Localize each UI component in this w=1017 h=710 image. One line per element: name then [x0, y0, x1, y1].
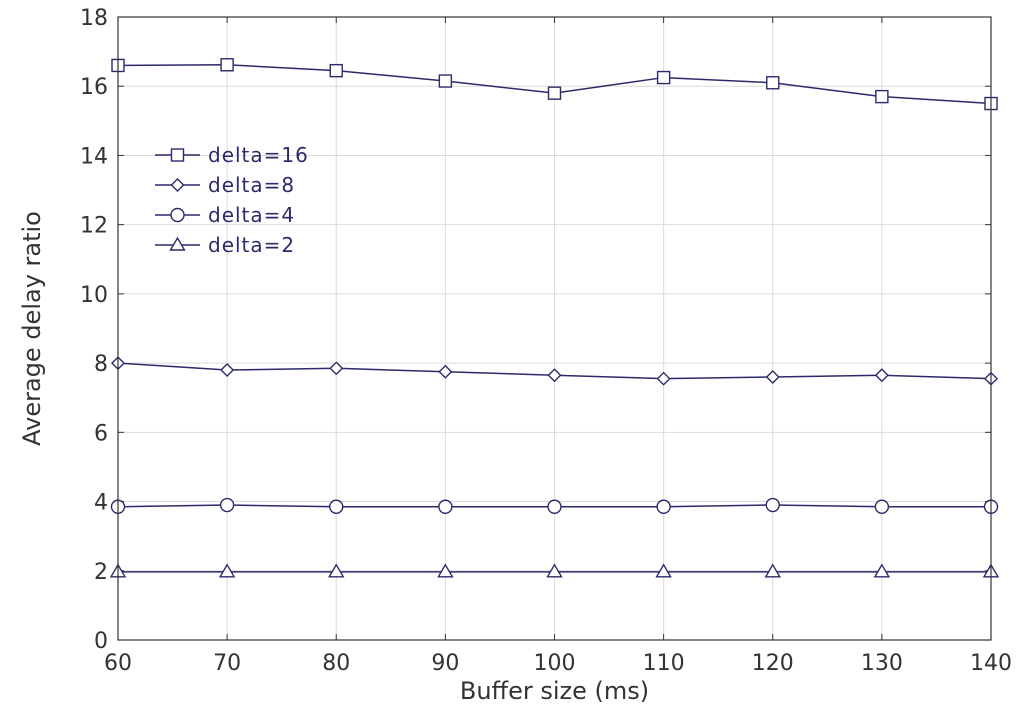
x-tick-label: 90 — [431, 651, 459, 676]
y-tick-label: 18 — [80, 6, 108, 31]
legend-entry: delta=2 — [155, 233, 295, 257]
legend-marker — [169, 236, 186, 251]
data-point-triangle — [218, 563, 236, 578]
y-tick-label: 6 — [94, 421, 108, 446]
legend-label: delta=8 — [208, 173, 295, 197]
data-point-diamond — [220, 363, 235, 378]
series-delta=2 — [109, 563, 1000, 578]
legend-label: delta=16 — [208, 143, 309, 167]
y-axis-title: Average delay ratio — [18, 211, 46, 446]
data-point-square — [438, 74, 453, 88]
data-point-square — [875, 89, 889, 104]
legend-label: delta=4 — [208, 203, 295, 227]
grid — [117, 16, 992, 641]
series-delta=8 — [111, 356, 998, 386]
y-tick-label: 16 — [80, 75, 108, 100]
legend-entry: delta=16 — [155, 143, 309, 167]
legend-label: delta=2 — [208, 233, 295, 257]
y-tick-label: 12 — [80, 214, 108, 239]
x-tick-label: 70 — [213, 651, 241, 676]
y-tick-label: 0 — [94, 629, 108, 654]
data-point-circle — [656, 499, 671, 514]
y-tick-label: 14 — [80, 144, 108, 169]
data-point-circle — [219, 497, 235, 513]
legend-entry: delta=8 — [155, 173, 295, 197]
data-point-triangle — [764, 563, 781, 578]
series-delta=4 — [110, 497, 999, 514]
legend-marker — [170, 148, 185, 162]
y-tick-label: 2 — [94, 560, 108, 585]
data-point-circle — [547, 499, 562, 514]
x-tick-label: 100 — [534, 651, 576, 676]
data-point-triangle — [437, 563, 454, 578]
data-point-square — [766, 76, 780, 90]
x-tick-label: 140 — [970, 651, 1012, 676]
x-axis-title: Buffer size (ms) — [460, 677, 649, 705]
data-point-square — [220, 58, 234, 72]
x-tick-label: 130 — [861, 651, 903, 676]
data-point-square — [656, 70, 671, 85]
data-point-diamond — [656, 371, 671, 386]
x-tick-label: 110 — [643, 651, 685, 676]
series-delta=16 — [111, 58, 998, 111]
data-point-diamond — [329, 361, 344, 376]
data-point-triangle — [655, 563, 672, 578]
data-point-circle — [874, 499, 890, 514]
axis-ticks: 60 70 80 90 100 110 120 130 140 0 2 4 6 8 10 12 14 16 18 — [80, 6, 1012, 676]
x-tick-label: 60 — [104, 651, 132, 676]
data-point-diamond — [438, 364, 453, 379]
data-point-diamond — [547, 368, 562, 383]
data-point-circle — [438, 499, 453, 514]
y-tick-label: 8 — [94, 352, 108, 377]
legend: delta=16 delta=8 delta=4 delta=2 — [155, 143, 309, 257]
data-point-triangle — [328, 563, 345, 578]
data-point-circle — [765, 497, 780, 513]
data-point-triangle — [546, 563, 563, 578]
data-point-square — [329, 63, 343, 78]
data-point-triangle — [873, 563, 891, 578]
y-tick-label: 4 — [94, 491, 108, 516]
plot-frame — [117, 16, 992, 641]
legend-marker — [170, 207, 185, 223]
data-point-square — [547, 86, 562, 100]
legend-entry: delta=4 — [155, 203, 295, 227]
data-point-circle — [329, 499, 344, 514]
x-tick-label: 80 — [322, 651, 350, 676]
data-point-diamond — [765, 369, 780, 384]
legend-marker — [170, 178, 185, 192]
y-tick-label: 10 — [80, 283, 108, 308]
x-tick-label: 120 — [752, 651, 794, 676]
data-point-diamond — [874, 368, 889, 383]
